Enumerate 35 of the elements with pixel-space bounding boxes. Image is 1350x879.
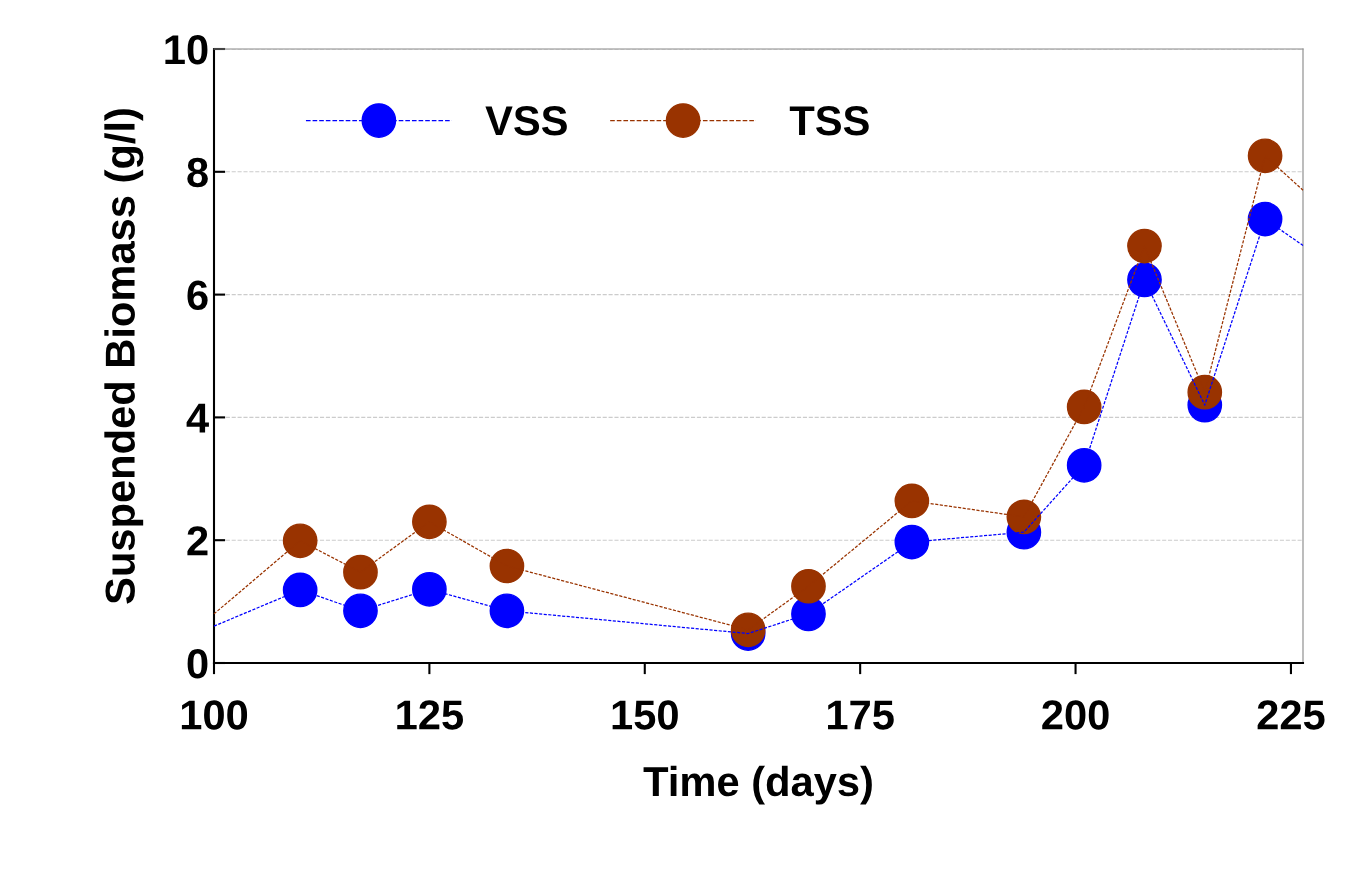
- point: [1066, 389, 1102, 425]
- legend-label: TSS: [789, 106, 869, 136]
- point: [1066, 447, 1102, 483]
- point: [894, 483, 930, 519]
- point: [1127, 228, 1162, 264]
- point: [791, 568, 826, 604]
- x-tick-label: 150: [612, 700, 678, 730]
- x-axis-title: Time (days): [643, 765, 872, 805]
- y-tick-label: 6: [187, 280, 208, 311]
- y-tick-label: 10: [165, 35, 208, 65]
- point: [1127, 262, 1162, 298]
- y-tick-label: 4: [186, 403, 209, 433]
- x-tick-label: 100: [181, 700, 248, 730]
- x-tick-label: 125: [397, 700, 463, 730]
- x-tick-label: 200: [1042, 700, 1109, 730]
- y-tick-label: 2: [187, 526, 208, 556]
- point: [282, 572, 318, 608]
- x-tick-label: 175: [828, 700, 894, 730]
- point: [894, 524, 930, 560]
- x-tick-label: 225: [1257, 700, 1325, 730]
- point: [1247, 138, 1283, 174]
- point: [282, 523, 318, 559]
- point: [489, 593, 525, 629]
- point: [1187, 374, 1223, 410]
- y-tick-label: 8: [187, 157, 208, 188]
- legend-label: VSS: [485, 106, 567, 136]
- point: [343, 593, 378, 629]
- y-tick-label: 0: [187, 649, 208, 679]
- point: [489, 548, 525, 584]
- point: [1247, 201, 1283, 237]
- point: [412, 504, 447, 540]
- point: [343, 554, 378, 590]
- point: [412, 571, 447, 607]
- point: [1006, 499, 1042, 535]
- y-axis-title: Suspended Biomass (g/l): [104, 109, 144, 604]
